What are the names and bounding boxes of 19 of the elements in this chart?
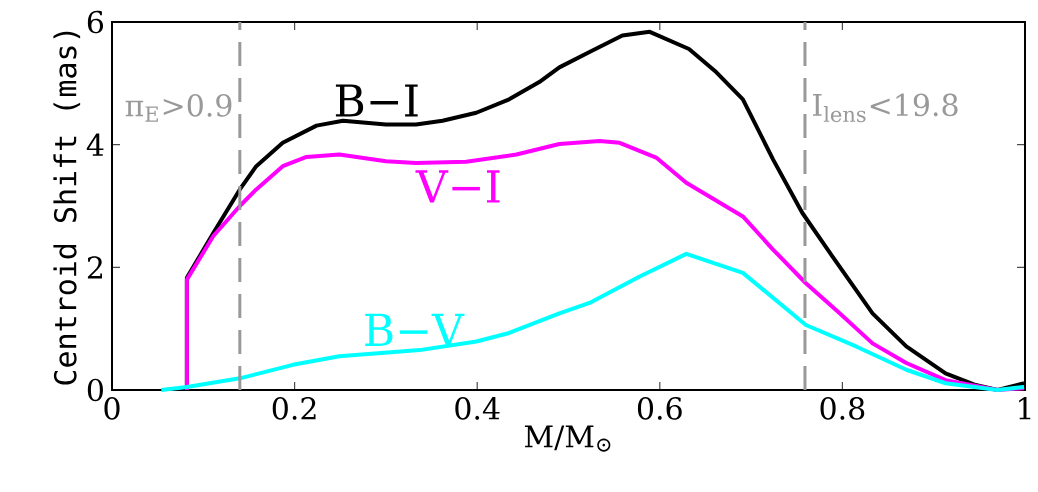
y-axis-title: Centroid Shift (mas) xyxy=(53,31,81,385)
ref-line-label: π$_{E}$>0.9 xyxy=(125,94,232,122)
x-axis-title: M/M$_{⊙}$ xyxy=(524,425,611,452)
y-tick-label: 6 xyxy=(87,10,104,34)
y-tick-label: 0 xyxy=(87,378,103,402)
x-tick-label: 0 xyxy=(104,397,120,420)
ref-line-label: I$_{lens}$<19.8 xyxy=(813,93,958,123)
series-label: B−I xyxy=(335,84,418,117)
x-tick-label: 0.2 xyxy=(272,397,316,420)
line-series xyxy=(159,251,1027,392)
x-tick-label: 1 xyxy=(1019,397,1031,420)
series-label: V−I xyxy=(415,170,500,203)
x-tick-label: 0.6 xyxy=(637,397,682,420)
y-tick-label: 2 xyxy=(87,256,102,279)
x-tick-label: 0.8 xyxy=(820,397,865,420)
series-label: B−V xyxy=(365,313,465,346)
line-series xyxy=(184,138,1027,392)
x-tick-label: 0.4 xyxy=(455,397,500,420)
y-tick-label: 4 xyxy=(86,133,104,156)
